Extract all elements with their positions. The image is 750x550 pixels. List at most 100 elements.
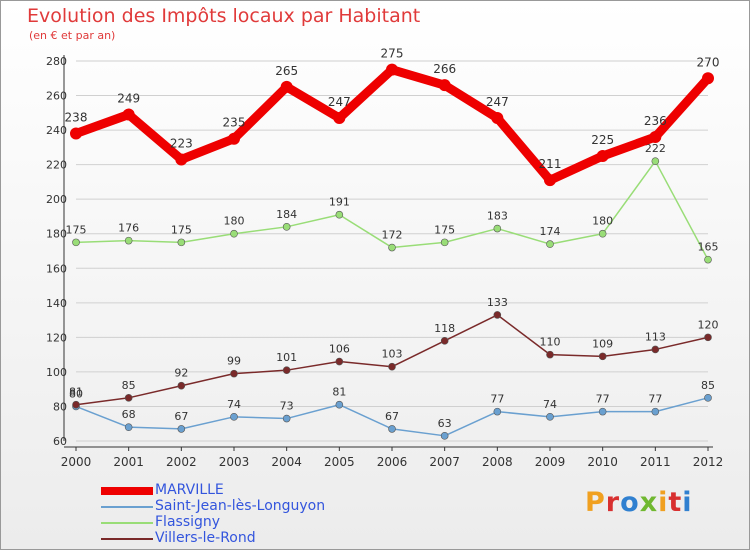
data-point bbox=[282, 414, 291, 423]
legend-item: Flassigny bbox=[101, 514, 421, 531]
data-label: 118 bbox=[434, 322, 455, 335]
y-tick-label: 80 bbox=[53, 400, 67, 413]
data-point bbox=[440, 238, 449, 247]
data-label: 223 bbox=[170, 136, 193, 150]
legend-swatch bbox=[101, 538, 153, 540]
logo-letter: P bbox=[585, 487, 606, 518]
logo-letter: t bbox=[668, 487, 683, 518]
data-point bbox=[440, 432, 449, 440]
data-label: 247 bbox=[328, 95, 351, 109]
data-label: 235 bbox=[223, 116, 246, 130]
legend-label: Saint-Jean-lès-Longuyon bbox=[155, 498, 326, 514]
data-point bbox=[598, 352, 607, 361]
data-label: 180 bbox=[224, 215, 245, 228]
data-point bbox=[230, 229, 238, 238]
data-label: 77 bbox=[490, 393, 504, 406]
data-label: 184 bbox=[276, 208, 297, 221]
data-point bbox=[282, 366, 291, 374]
data-point bbox=[544, 174, 556, 187]
data-label: 120 bbox=[698, 318, 719, 331]
data-point bbox=[491, 112, 504, 124]
data-point bbox=[280, 80, 293, 93]
data-point bbox=[122, 108, 135, 121]
data-point bbox=[124, 423, 133, 431]
data-point bbox=[388, 243, 396, 252]
x-tick-label: 2000 bbox=[61, 455, 92, 469]
data-label: 106 bbox=[329, 343, 350, 356]
data-point bbox=[177, 238, 186, 247]
data-point bbox=[651, 157, 660, 165]
data-label: 211 bbox=[539, 157, 562, 171]
data-label: 74 bbox=[543, 398, 557, 411]
data-point bbox=[335, 400, 344, 409]
data-point bbox=[335, 357, 344, 366]
data-label: 81 bbox=[332, 386, 346, 399]
x-tick-label: 2005 bbox=[324, 455, 355, 469]
chart-subtitle: (en € et par an) bbox=[29, 29, 116, 42]
data-label: 183 bbox=[487, 210, 508, 223]
data-point bbox=[546, 240, 554, 248]
data-label: 101 bbox=[276, 351, 297, 364]
legend-swatch bbox=[101, 522, 153, 524]
data-point bbox=[702, 72, 714, 85]
data-point bbox=[72, 238, 80, 247]
data-label: 175 bbox=[434, 223, 455, 236]
data-point bbox=[72, 400, 80, 409]
series-line-0 bbox=[71, 65, 713, 185]
data-point bbox=[704, 255, 712, 264]
data-point bbox=[124, 236, 133, 245]
x-tick-label: 2007 bbox=[429, 455, 460, 469]
data-point bbox=[438, 79, 451, 92]
data-point bbox=[177, 381, 186, 390]
data-label: 99 bbox=[227, 355, 241, 368]
data-point bbox=[386, 63, 398, 76]
data-point bbox=[493, 311, 502, 319]
x-tick-label: 2009 bbox=[535, 455, 566, 469]
y-tick-label: 240 bbox=[46, 124, 67, 137]
data-label: 63 bbox=[438, 417, 452, 430]
data-point bbox=[70, 127, 82, 140]
data-label: 176 bbox=[118, 222, 139, 235]
data-label: 175 bbox=[171, 223, 192, 236]
data-label: 236 bbox=[644, 114, 667, 128]
legend-label: MARVILLE bbox=[155, 482, 224, 498]
data-point bbox=[704, 333, 712, 342]
data-label: 180 bbox=[592, 215, 613, 228]
legend-swatch bbox=[101, 506, 153, 508]
legend-item: Saint-Jean-lès-Longuyon bbox=[101, 498, 421, 515]
legend-item: MARVILLE bbox=[101, 482, 421, 499]
y-tick-label: 60 bbox=[53, 435, 67, 448]
x-tick-label: 2010 bbox=[587, 455, 618, 469]
x-tick-label: 2004 bbox=[271, 455, 302, 469]
x-tick-label: 2011 bbox=[640, 455, 671, 469]
legend-label: Villers-le-Rond bbox=[155, 530, 256, 546]
x-tick-label: 2008 bbox=[482, 455, 513, 469]
y-tick-label: 120 bbox=[46, 331, 67, 344]
x-tick-label: 2002 bbox=[166, 455, 197, 469]
data-label: 85 bbox=[122, 379, 136, 392]
data-label: 191 bbox=[329, 196, 350, 209]
data-point bbox=[493, 407, 502, 416]
x-tick-label: 2001 bbox=[113, 455, 144, 469]
data-label: 110 bbox=[540, 336, 561, 349]
data-point bbox=[598, 229, 607, 238]
data-label: 165 bbox=[698, 241, 719, 254]
data-point bbox=[598, 407, 607, 416]
y-tick-label: 160 bbox=[46, 262, 67, 275]
data-point bbox=[649, 131, 662, 143]
data-label: 92 bbox=[174, 367, 188, 380]
data-point bbox=[177, 425, 186, 433]
data-point bbox=[333, 112, 346, 124]
data-point bbox=[388, 362, 396, 371]
data-label: 77 bbox=[648, 393, 662, 406]
data-point bbox=[175, 153, 188, 166]
data-point bbox=[651, 407, 660, 416]
y-tick-label: 200 bbox=[46, 193, 67, 206]
data-label: 275 bbox=[381, 47, 404, 61]
data-label: 172 bbox=[382, 229, 403, 242]
data-point bbox=[440, 337, 449, 345]
data-point bbox=[230, 413, 238, 421]
data-label: 77 bbox=[596, 393, 610, 406]
